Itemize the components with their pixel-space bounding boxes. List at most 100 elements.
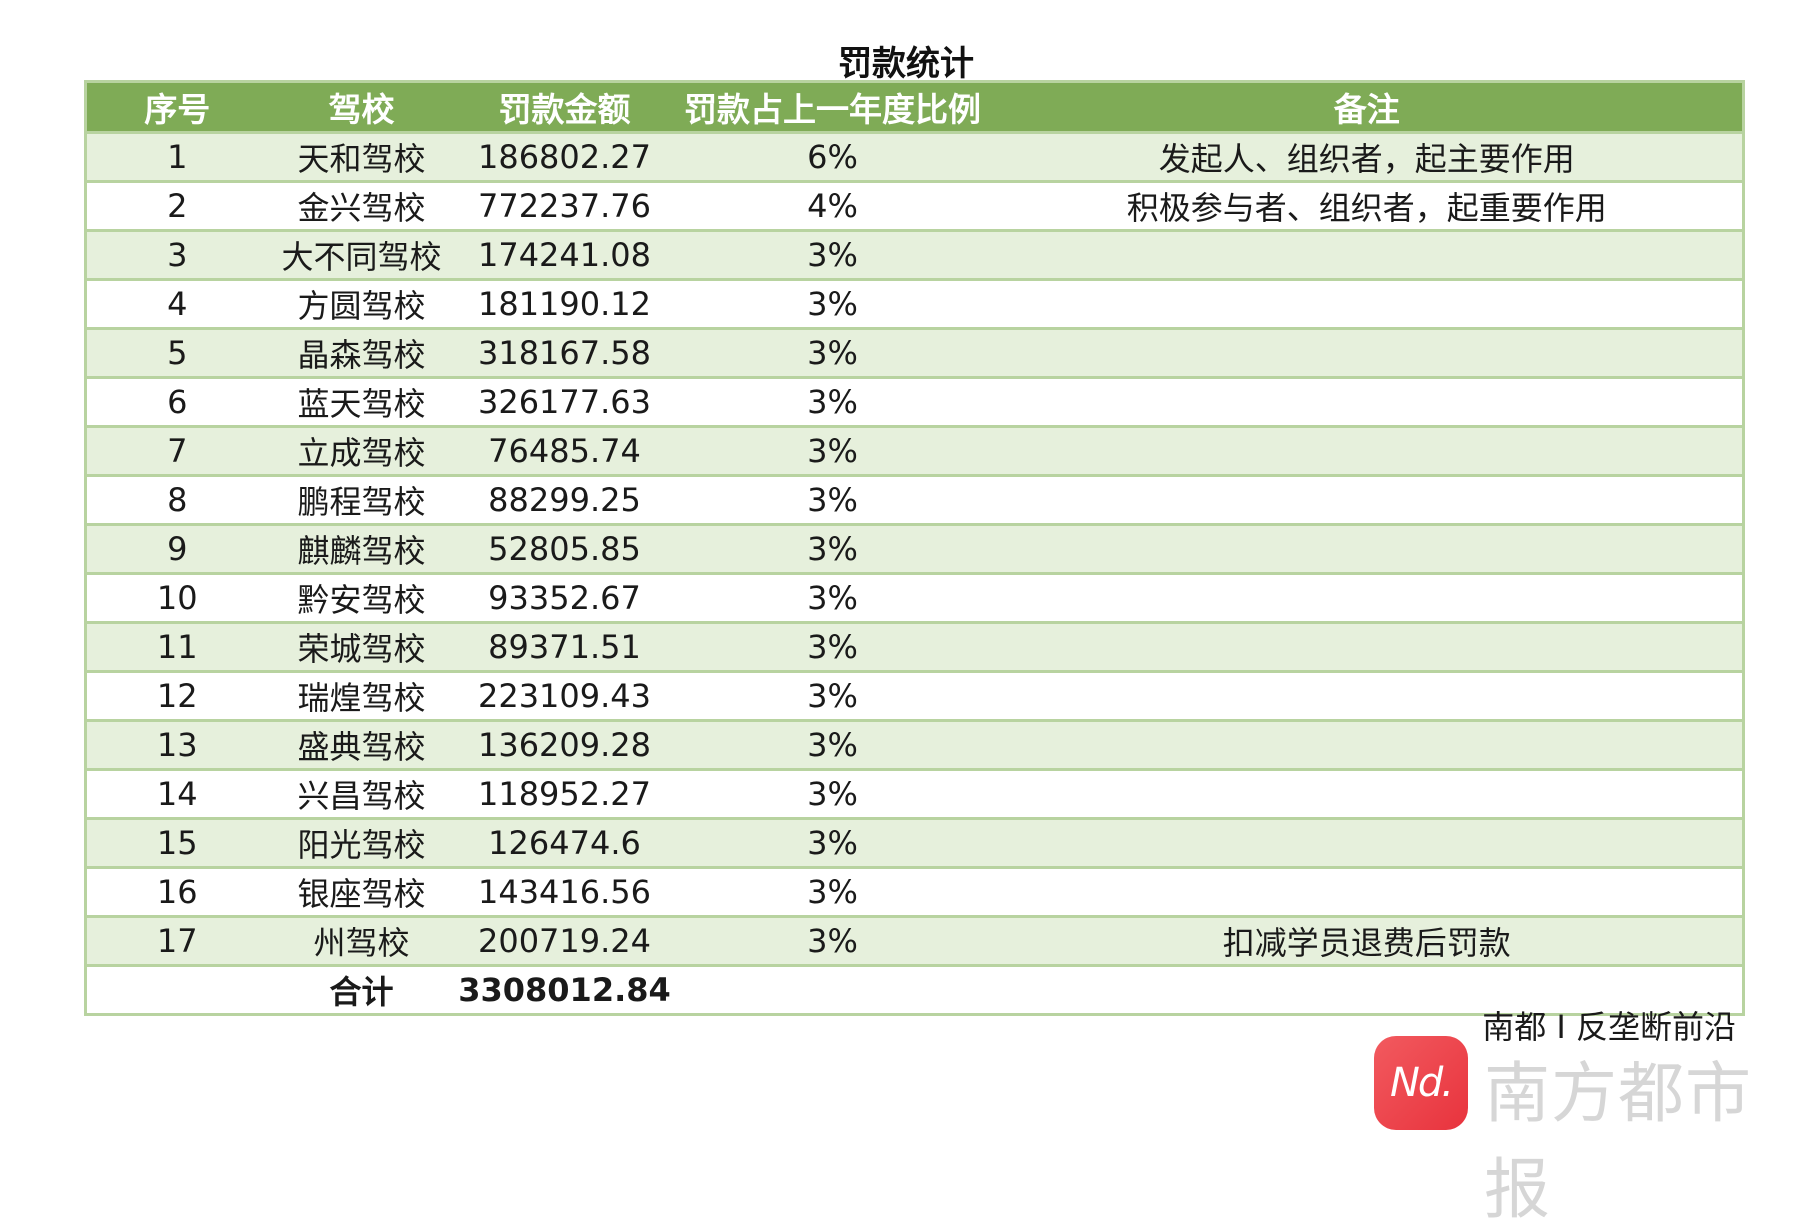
cell-school: 黔安驾校: [267, 572, 456, 623]
cell-amount: 126474.6: [455, 817, 674, 868]
cell-school: 麒麟驾校: [267, 523, 456, 574]
table-row: 10 黔安驾校 93352.67 3%: [85, 572, 1744, 623]
cell-amount: 326177.63: [455, 376, 674, 427]
cell-note: [991, 768, 1744, 819]
header-note: 备注: [991, 81, 1744, 133]
cell-amount: 52805.85: [455, 523, 674, 574]
cell-school: 蓝天驾校: [267, 376, 456, 427]
cell-amount: 76485.74: [455, 425, 674, 476]
table-row: 9 麒麟驾校 52805.85 3%: [85, 523, 1744, 574]
cell-no: 7: [85, 425, 268, 476]
cell-amount: 136209.28: [455, 719, 674, 770]
cell-no: 12: [85, 670, 268, 721]
nd-logo-icon: Nd.: [1374, 1036, 1468, 1130]
cell-ratio: 3%: [673, 768, 992, 819]
table-row: 3 大不同驾校 174241.08 3%: [85, 229, 1744, 280]
table-row: 11 荣城驾校 89371.51 3%: [85, 621, 1744, 672]
table-row: 13 盛典驾校 136209.28 3%: [85, 719, 1744, 770]
cell-note: [991, 327, 1744, 378]
cell-school: 州驾校: [267, 915, 456, 966]
cell-no: 3: [85, 229, 268, 280]
cell-school: 金兴驾校: [267, 180, 456, 231]
cell-amount: 223109.43: [455, 670, 674, 721]
cell-ratio: 3%: [673, 915, 992, 966]
cell-amount: 143416.56: [455, 866, 674, 917]
cell-ratio: 3%: [673, 572, 992, 623]
cell-ratio: 3%: [673, 719, 992, 770]
cell-ratio: 3%: [673, 229, 992, 280]
cell-note: 扣减学员退费后罚款: [991, 915, 1744, 966]
cell-no: 10: [85, 572, 268, 623]
cell-ratio: 3%: [673, 621, 992, 672]
cell-ratio: 3%: [673, 376, 992, 427]
cell-note: [991, 376, 1744, 427]
cell-amount: 200719.24: [455, 915, 674, 966]
cell-note: [991, 523, 1744, 574]
total-label: 合计: [267, 964, 456, 1015]
cell-no: 11: [85, 621, 268, 672]
header-school: 驾校: [267, 81, 456, 133]
cell-school: 阳光驾校: [267, 817, 456, 868]
table-title: 罚款统计: [838, 44, 974, 84]
cell-no: 2: [85, 180, 268, 231]
cell-amount: 118952.27: [455, 768, 674, 819]
table-body: 1 天和驾校 186802.27 6% 发起人、组织者，起主要作用 2 金兴驾校 772237…: [85, 131, 1744, 1015]
cell-ratio: 3%: [673, 474, 992, 525]
cell-no: 8: [85, 474, 268, 525]
source-credit: 南都 I 反垄断前沿: [1482, 1008, 1736, 1046]
table-row: 8 鹏程驾校 88299.25 3%: [85, 474, 1744, 525]
cell-no: 1: [85, 131, 268, 182]
table-row: 5 晶森驾校 318167.58 3%: [85, 327, 1744, 378]
cell-no: 16: [85, 866, 268, 917]
cell-note: [991, 719, 1744, 770]
cell-amount: 89371.51: [455, 621, 674, 672]
table-row: 4 方圆驾校 181190.12 3%: [85, 278, 1744, 329]
cell-note: 发起人、组织者，起主要作用: [991, 131, 1744, 182]
cell-ratio: 3%: [673, 523, 992, 574]
cell-ratio: 4%: [673, 180, 992, 231]
header-amount: 罚款金额: [455, 81, 674, 133]
cell-school: 鹏程驾校: [267, 474, 456, 525]
cell-no: 14: [85, 768, 268, 819]
cell-no: 5: [85, 327, 268, 378]
cell-blank: [673, 964, 992, 1015]
table-row: 12 瑞煌驾校 223109.43 3%: [85, 670, 1744, 721]
cell-school: 盛典驾校: [267, 719, 456, 770]
cell-note: [991, 670, 1744, 721]
total-amount: 3308012.84: [455, 964, 674, 1015]
cell-note: [991, 278, 1744, 329]
cell-amount: 174241.08: [455, 229, 674, 280]
cell-note: [991, 229, 1744, 280]
table-row: 1 天和驾校 186802.27 6% 发起人、组织者，起主要作用: [85, 131, 1744, 182]
cell-ratio: 3%: [673, 817, 992, 868]
cell-ratio: 3%: [673, 327, 992, 378]
cell-no: 9: [85, 523, 268, 574]
cell-no: 15: [85, 817, 268, 868]
brand-watermark: 南方都市报: [1484, 1055, 1752, 1228]
cell-no: 4: [85, 278, 268, 329]
cell-school: 兴昌驾校: [267, 768, 456, 819]
header-row: 序号 驾校 罚款金额 罚款占上一年度比例 备注: [85, 81, 1744, 133]
table-row: 2 金兴驾校 772237.76 4% 积极参与者、组织者，起重要作用: [85, 180, 1744, 231]
cell-school: 荣城驾校: [267, 621, 456, 672]
cell-amount: 772237.76: [455, 180, 674, 231]
cell-amount: 93352.67: [455, 572, 674, 623]
table-row: 6 蓝天驾校 326177.63 3%: [85, 376, 1744, 427]
cell-note: [991, 572, 1744, 623]
cell-note: [991, 866, 1744, 917]
fines-table: 序号 驾校 罚款金额 罚款占上一年度比例 备注 1 天和驾校 186802.27 6%…: [84, 80, 1745, 1016]
table-row: 16 银座驾校 143416.56 3%: [85, 866, 1744, 917]
table-row: 17 州驾校 200719.24 3% 扣减学员退费后罚款: [85, 915, 1744, 966]
cell-school: 银座驾校: [267, 866, 456, 917]
cell-note: 积极参与者、组织者，起重要作用: [991, 180, 1744, 231]
cell-amount: 186802.27: [455, 131, 674, 182]
cell-ratio: 3%: [673, 866, 992, 917]
cell-ratio: 6%: [673, 131, 992, 182]
cell-school: 方圆驾校: [267, 278, 456, 329]
table-row: 14 兴昌驾校 118952.27 3%: [85, 768, 1744, 819]
cell-ratio: 3%: [673, 278, 992, 329]
cell-blank: [991, 964, 1744, 1015]
cell-amount: 88299.25: [455, 474, 674, 525]
cell-note: [991, 474, 1744, 525]
cell-note: [991, 621, 1744, 672]
